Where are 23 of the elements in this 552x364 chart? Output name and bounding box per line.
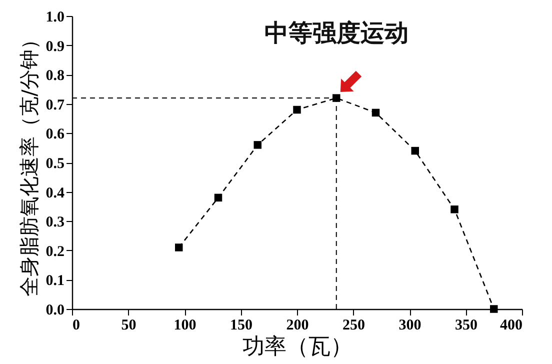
x-tick-label: 250 bbox=[342, 318, 365, 334]
x-tick-label: 50 bbox=[121, 318, 136, 334]
y-tick-label: 1.0 bbox=[46, 10, 64, 26]
x-tick-label: 400 bbox=[500, 318, 522, 334]
annotation: 中等强度运动 bbox=[264, 19, 408, 48]
x-tick-label: 0 bbox=[72, 318, 80, 334]
y-axis-title: 全身脂肪氧化速率（克/分钟） bbox=[16, 30, 41, 296]
x-tick-label: 200 bbox=[286, 318, 309, 334]
x-tick-label: 150 bbox=[230, 318, 252, 334]
y-tick-label: 0.1 bbox=[46, 273, 64, 290]
x-tick-label: 100 bbox=[174, 318, 196, 334]
y-tick-label: 0.3 bbox=[46, 214, 64, 231]
y-tick-label: 0.7 bbox=[46, 97, 65, 114]
x-tick-label: 350 bbox=[455, 318, 478, 334]
y-tick-label: 0.2 bbox=[46, 244, 64, 260]
y-tick-label: 0.6 bbox=[46, 126, 65, 143]
y-tick-label: 0.0 bbox=[46, 302, 64, 318]
y-tick-label: 0.4 bbox=[46, 185, 65, 202]
x-tick-label: 300 bbox=[398, 318, 422, 334]
x-axis-title: 功率（瓦） bbox=[242, 334, 352, 360]
y-tick-label: 0.9 bbox=[46, 38, 64, 55]
y-tick-label: 0.5 bbox=[46, 156, 64, 172]
y-tick-label: 0.8 bbox=[46, 68, 64, 84]
